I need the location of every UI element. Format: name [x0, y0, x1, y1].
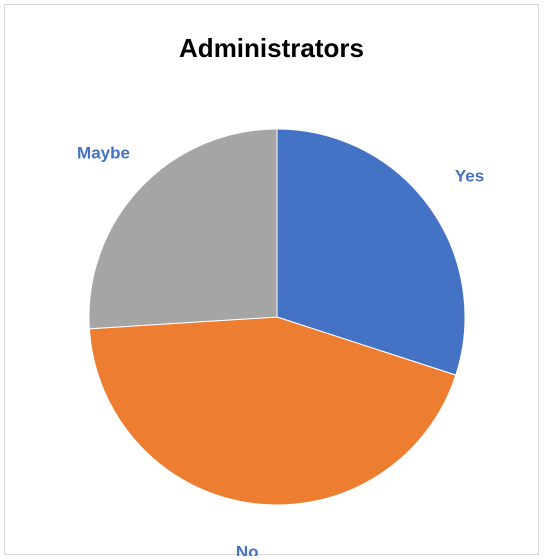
chart-area: Administrators Yes No Maybe — [4, 4, 539, 556]
pie-chart: Yes No Maybe — [77, 128, 484, 556]
pie-labels: Yes No Maybe — [77, 144, 484, 556]
slice-label-maybe: Maybe — [77, 144, 130, 163]
chart-title: Administrators — [179, 33, 364, 63]
pie-slice-no — [88, 316, 457, 506]
pie-slice-maybe — [88, 128, 278, 330]
slice-label-no: No — [236, 543, 259, 556]
pie-slices — [88, 128, 466, 506]
pie-slice-yes — [276, 128, 466, 376]
slice-label-yes: Yes — [455, 167, 484, 186]
